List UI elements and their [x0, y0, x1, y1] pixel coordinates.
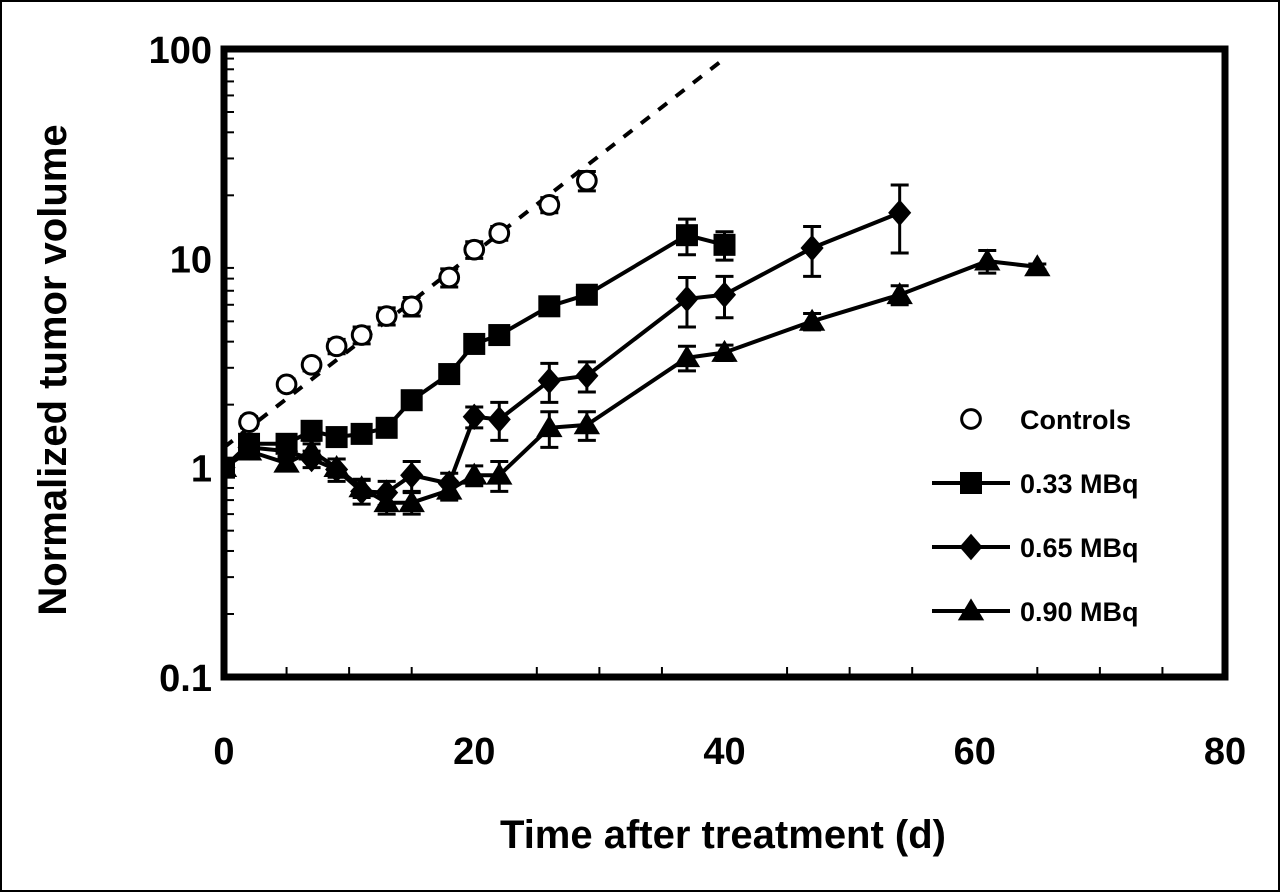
legend-label: 0.90 MBq [1020, 597, 1139, 627]
data-point [538, 194, 561, 216]
y-tick-label: 1 [191, 449, 212, 491]
legend-marker [960, 408, 982, 430]
series-0-33-mbq [224, 217, 736, 479]
data-point [436, 477, 463, 500]
data-point [298, 438, 325, 461]
data-point [224, 455, 238, 478]
legend-marker [957, 598, 985, 621]
data-point [711, 339, 738, 362]
legend-label: Controls [1020, 405, 1131, 435]
data-point [235, 438, 263, 461]
data-point [1024, 254, 1051, 277]
legend-label: 0.33 MBq [1020, 469, 1139, 499]
plot-border [220, 45, 1229, 681]
legend-item: Controls [960, 405, 1131, 435]
data-point [463, 332, 486, 355]
data-point [675, 224, 698, 247]
data-point [538, 295, 561, 318]
data-point [438, 266, 461, 289]
x-axis-title: Time after treatment (d) [500, 813, 946, 857]
x-tick-label: 80 [1204, 731, 1246, 773]
series-0-90-mbq [224, 248, 1051, 516]
x-tick-label: 0 [213, 731, 234, 773]
data-point [487, 406, 511, 433]
data-point [673, 345, 701, 368]
data-point [373, 490, 400, 513]
data-point [398, 490, 425, 513]
data-point [575, 283, 598, 306]
series-line [224, 210, 901, 495]
y-tick-label: 10 [170, 239, 212, 281]
x-tick-label: 40 [703, 731, 745, 773]
legend-item: 0.65 MBq [932, 533, 1139, 563]
data-point [888, 199, 912, 227]
x-tick-label: 20 [453, 731, 495, 773]
y-tick-label: 100 [149, 30, 212, 72]
data-point [350, 422, 373, 445]
data-point [974, 248, 1001, 271]
series-line [224, 259, 1038, 505]
legend-item: 0.90 MBq [932, 597, 1139, 627]
plot-area: 0 20 40 60 80 0.1 1 10 100 [149, 30, 1247, 773]
data-point [713, 233, 736, 256]
data-point [238, 411, 260, 433]
data-point [325, 426, 348, 449]
data-point [323, 455, 350, 478]
data-point [712, 281, 737, 308]
data-point [798, 308, 826, 331]
data-point [486, 462, 513, 485]
data-point [576, 169, 598, 192]
legend-marker [960, 472, 982, 494]
legend-marker [959, 533, 983, 561]
legend-label: 0.65 MBq [1020, 533, 1139, 563]
y-axis-title: Normalized tumor volume [31, 124, 75, 615]
series-layer [224, 56, 1051, 516]
data-point [275, 373, 298, 396]
data-point [463, 238, 486, 261]
data-point [438, 363, 461, 386]
data-point [488, 324, 511, 347]
legend-item: 0.33 MBq [932, 469, 1139, 499]
data-point [273, 450, 300, 473]
data-point [400, 462, 424, 489]
data-point [400, 389, 423, 412]
data-point [488, 222, 511, 244]
data-point [536, 415, 563, 438]
data-point [461, 462, 488, 485]
data-point [375, 416, 398, 439]
data-point [675, 285, 699, 313]
data-point [886, 282, 913, 305]
data-point [350, 324, 373, 346]
data-point [325, 335, 348, 358]
data-point [462, 403, 486, 430]
data-point [300, 353, 323, 376]
data-point [573, 412, 601, 435]
data-point [800, 234, 824, 262]
data-point [575, 362, 599, 389]
data-point [400, 295, 423, 318]
data-point [375, 305, 398, 327]
data-point [300, 419, 323, 442]
data-point [348, 475, 375, 498]
y-tick-label: 0.1 [159, 658, 212, 700]
x-tick-label: 60 [954, 731, 996, 773]
legend: Controls 0.33 MBq 0.65 MBq 0.90 MBq [932, 405, 1139, 627]
data-point [537, 367, 561, 394]
